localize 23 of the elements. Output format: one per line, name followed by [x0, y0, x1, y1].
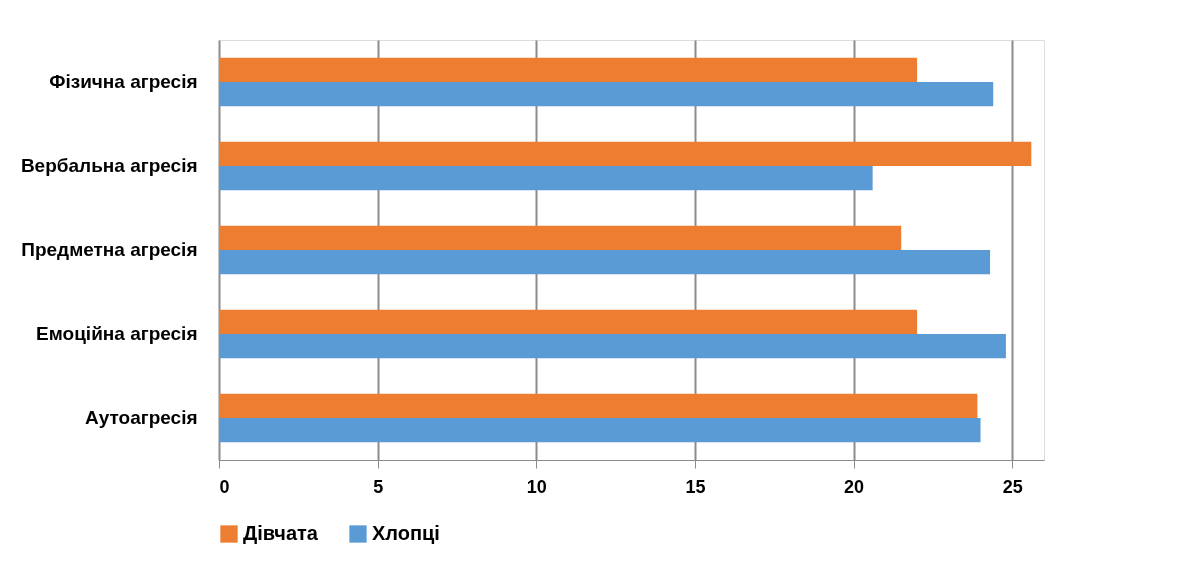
legend-label: Хлопці — [372, 522, 440, 544]
x-tick-label: 10 — [526, 476, 547, 497]
x-tick-label: 5 — [373, 476, 384, 497]
x-tick-label: 20 — [844, 476, 865, 497]
legend-label: Дівчата — [243, 522, 319, 544]
bar — [219, 225, 902, 250]
bar — [219, 57, 918, 82]
x-tick-label: 25 — [1002, 476, 1023, 497]
bar — [219, 393, 978, 418]
bar — [219, 141, 1032, 166]
y-tick-label: Предметна агресія — [21, 239, 198, 260]
bar — [219, 309, 918, 334]
bar — [219, 82, 994, 107]
bar — [219, 250, 991, 275]
x-tick-label: 15 — [685, 476, 706, 497]
y-tick-label: Емоційна агресія — [36, 323, 198, 344]
bar — [219, 166, 873, 191]
y-tick-label: Аутоагресія — [84, 407, 198, 428]
y-tick-label: Вербальна агресія — [20, 155, 198, 176]
bar — [219, 334, 1006, 359]
x-tick-label: 0 — [219, 476, 230, 497]
bar — [219, 418, 981, 443]
y-tick-label: Фізична агресія — [49, 71, 198, 92]
